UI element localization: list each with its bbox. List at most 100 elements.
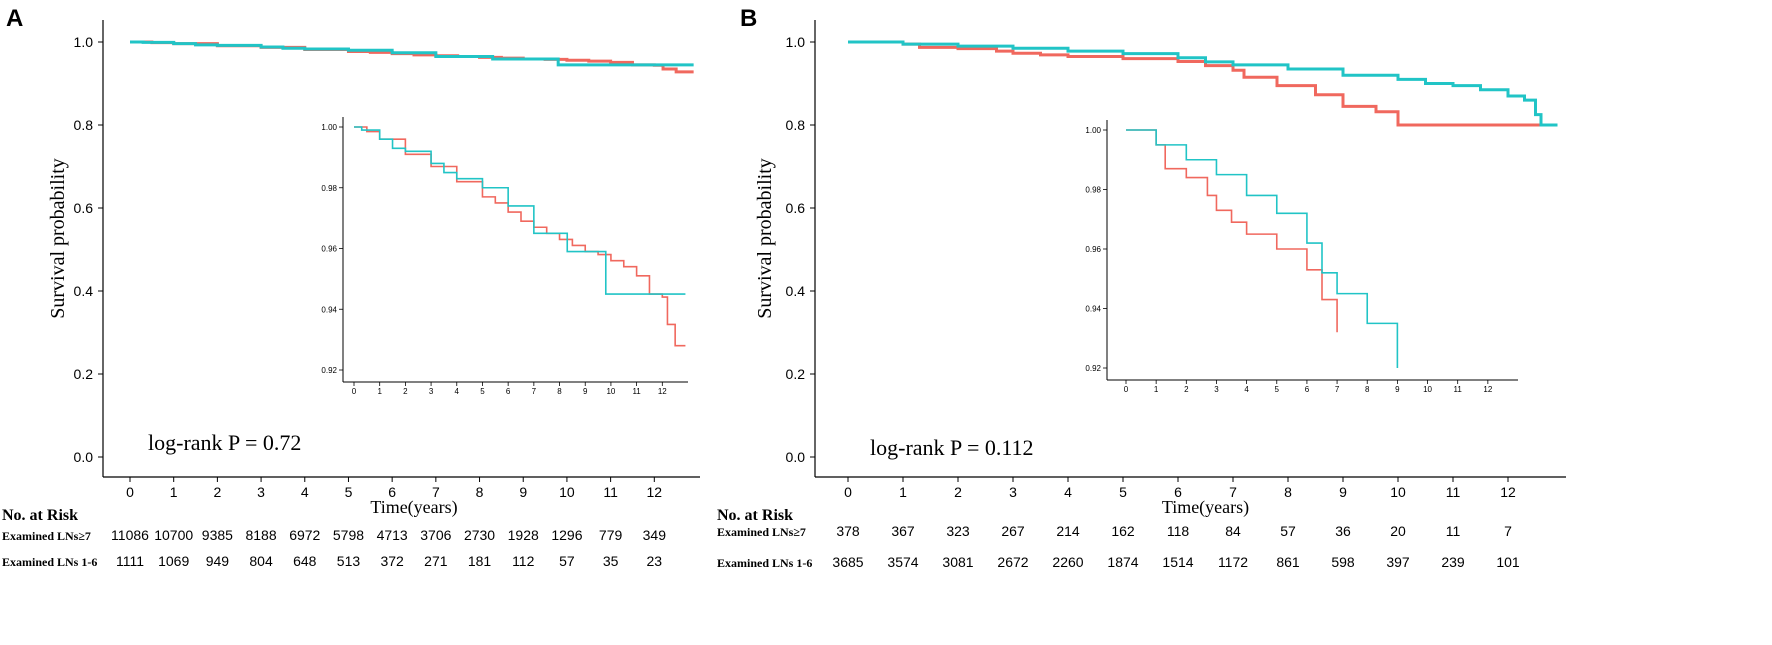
risk-value: 20 [1390,523,1406,539]
inset-x-tick-label: 5 [480,387,485,396]
risk-value: 349 [643,527,667,543]
risk-table-title: No. at Risk [2,507,78,524]
inset-x-tick-label: 5 [1275,385,1280,394]
x-tick-label: 9 [1339,484,1347,500]
inset-x-tick-label: 6 [506,387,511,396]
x-tick-label: 5 [345,484,353,500]
x-tick-label: 10 [559,484,575,500]
risk-value: 11 [1446,523,1461,539]
risk-value: 35 [603,553,619,569]
y-tick-label: 0.6 [74,200,94,216]
y-axis-label: Survival probability [47,158,69,319]
x-tick-label: 1 [170,484,178,500]
x-tick-label: 4 [301,484,309,500]
x-tick-label: 10 [1390,484,1406,500]
inset-x-tick-label: 1 [1154,385,1159,394]
inset-x-tick-label: 2 [1184,385,1189,394]
y-tick-label: 0.0 [74,449,94,465]
inset-y-tick-label: 0.96 [321,245,337,254]
inset-x-tick-label: 3 [429,387,434,396]
risk-value: 1928 [508,527,539,543]
inset-x-tick-label: 6 [1305,385,1310,394]
risk-value: 323 [946,523,970,539]
risk-value: 378 [836,523,860,539]
inset-curve-b [354,126,686,295]
risk-value: 23 [647,553,663,569]
inset-x-tick-label: 4 [1244,385,1249,394]
risk-value: 214 [1056,523,1080,539]
x-tick-label: 11 [603,484,618,500]
risk-value: 112 [512,553,535,569]
logrank-annotation: log-rank P = 0.72 [148,430,301,455]
risk-value: 7 [1504,523,1512,539]
risk-value: 57 [1280,523,1296,539]
inset-x-tick-label: 2 [403,387,408,396]
survival-curve-a [130,40,694,74]
survival-curve-a [848,40,1558,127]
risk-value: 10700 [154,527,193,543]
risk-value: 861 [1276,554,1300,570]
y-tick-label: 0.2 [74,366,94,382]
x-tick-label: 7 [432,484,440,500]
risk-value: 804 [249,553,273,569]
x-tick-label: 3 [257,484,265,500]
inset-chart: 1.000.980.960.940.920 1 2 3 4 5 6 7 8 9 10 11 12 [1085,120,1518,394]
risk-value: 101 [1496,554,1520,570]
x-axis-label: Time(years) [1162,497,1249,518]
inset-y-tick-label: 0.94 [321,305,337,314]
risk-value: 2730 [464,527,495,543]
inset-y-tick-label: 0.92 [321,366,337,375]
risk-value: 181 [468,553,492,569]
risk-value: 11086 [111,527,149,543]
risk-value: 36 [1335,523,1351,539]
x-tick-label: 0 [844,484,852,500]
inset-x-tick-label: 10 [606,387,615,396]
x-tick-label: 5 [1119,484,1127,500]
survival-curve-b [130,40,694,67]
risk-row-label: Examined LNs≥7 [2,529,91,543]
x-tick-label: 8 [476,484,484,500]
x-tick-label: 7 [1229,484,1237,500]
inset-y-tick-label: 0.92 [1085,364,1101,373]
inset-x-tick-label: 10 [1423,385,1432,394]
risk-value: 6972 [289,527,320,543]
inset-x-tick-label: 0 [352,387,357,396]
inset-y-tick-label: 0.94 [1085,305,1101,314]
inset-x-tick-label: 4 [455,387,460,396]
inset-x-tick-label: 11 [1454,385,1463,394]
panel-label: A [6,5,23,32]
risk-value: 779 [599,527,623,543]
risk-value: 2672 [997,554,1028,570]
risk-value: 397 [1386,554,1410,570]
panel-b: B0.00.20.40.60.81.00 1 2 3 4 5 6 7 8 9 10 11 12Survi… [717,5,1566,570]
risk-value: 57 [559,553,575,569]
inset-x-tick-label: 9 [583,387,588,396]
survival-curve-b [848,40,1558,127]
inset-x-tick-label: 0 [1124,385,1129,394]
y-tick-label: 0.4 [786,283,806,299]
panel-label: B [740,5,757,32]
panel-a: A0.00.20.40.60.81.00 1 2 3 4 5 6 7 8 9 10 11 12Survi… [2,5,700,569]
risk-value: 949 [206,553,230,569]
risk-value: 2260 [1052,554,1083,570]
x-tick-label: 2 [954,484,962,500]
risk-value: 367 [891,523,915,539]
inset-x-tick-label: 7 [532,387,537,396]
inset-x-tick-label: 12 [1483,385,1492,394]
risk-table-title: No. at Risk [717,507,793,524]
y-tick-label: 1.0 [74,34,94,50]
x-tick-label: 6 [388,484,396,500]
x-tick-label: 4 [1064,484,1072,500]
x-tick-label: 12 [1500,484,1516,500]
risk-value: 513 [337,553,361,569]
risk-value: 3685 [832,554,863,570]
inset-x-tick-label: 8 [557,387,562,396]
logrank-annotation: log-rank P = 0.112 [870,435,1034,460]
inset-x-tick-label: 7 [1335,385,1340,394]
risk-value: 5798 [333,527,364,543]
risk-value: 8188 [245,527,276,543]
y-tick-label: 0.8 [786,117,806,133]
risk-value: 9385 [202,527,233,543]
x-tick-label: 6 [1174,484,1182,500]
